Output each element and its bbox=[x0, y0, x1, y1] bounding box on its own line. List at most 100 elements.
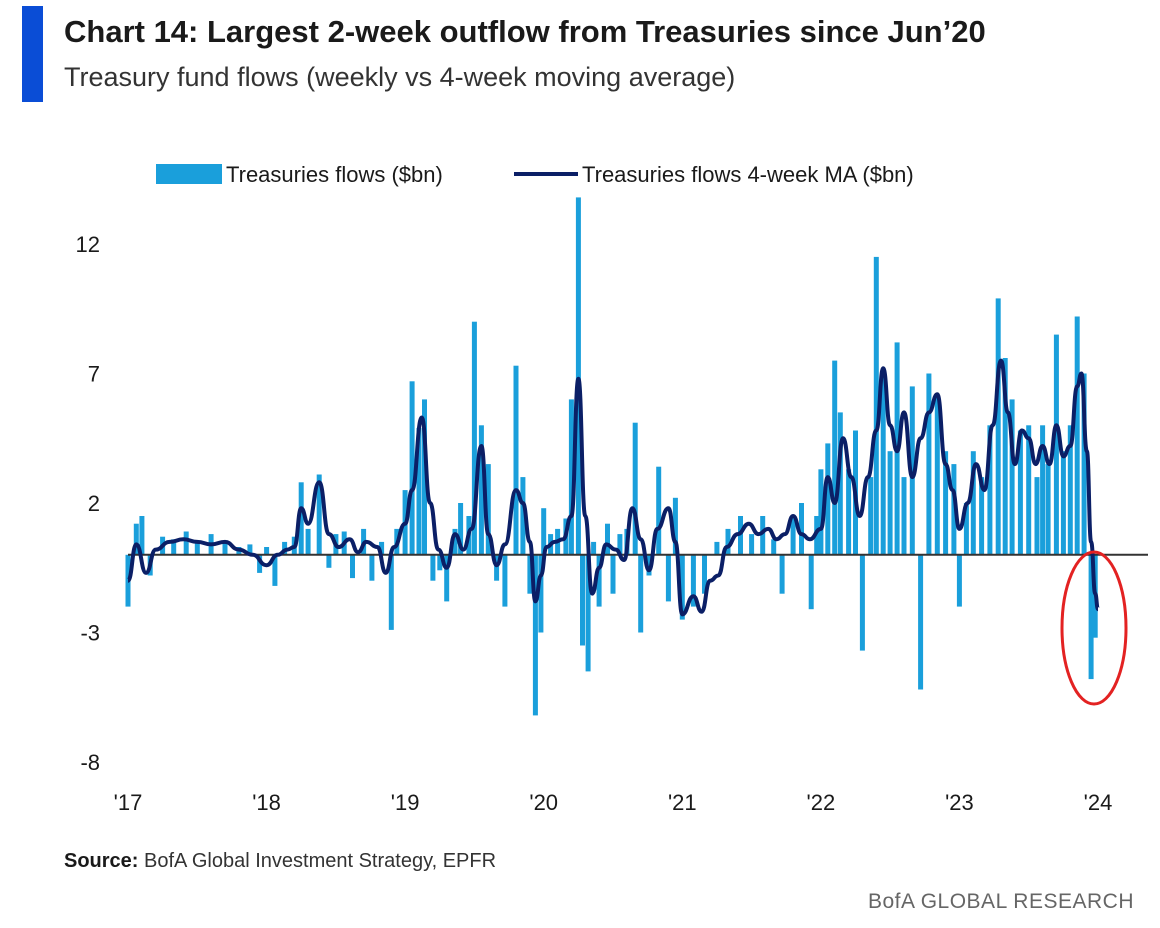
flow-bar-30 bbox=[409, 381, 415, 555]
y-tick-label: 12 bbox=[76, 232, 100, 257]
flow-bar-6 bbox=[183, 531, 189, 555]
flow-bar-63 bbox=[632, 422, 638, 555]
flow-bar-90 bbox=[868, 477, 874, 555]
flow-bar-31 bbox=[416, 427, 422, 555]
flow-bar-119 bbox=[1081, 373, 1087, 555]
flow-bar-115 bbox=[1053, 334, 1059, 555]
flow-bar-20 bbox=[326, 554, 332, 568]
flow-bar-43 bbox=[502, 554, 508, 607]
y-tick-label: 7 bbox=[88, 362, 100, 387]
x-tick-label: '23 bbox=[945, 790, 974, 815]
flow-bar-9 bbox=[222, 541, 228, 555]
flow-bar-73 bbox=[725, 528, 731, 555]
flow-bar-66 bbox=[656, 466, 662, 555]
flow-bar-109 bbox=[1009, 399, 1015, 555]
highlight-circle bbox=[1060, 550, 1128, 706]
flow-bar-5 bbox=[171, 539, 177, 555]
flow-bar-57 bbox=[591, 541, 597, 555]
flow-bar-76 bbox=[760, 516, 766, 555]
flow-bar-86 bbox=[837, 412, 843, 555]
ma-line bbox=[126, 358, 1100, 617]
flow-bar-1 bbox=[133, 523, 139, 555]
flow-bar-112 bbox=[1034, 477, 1040, 555]
flow-bar-18 bbox=[305, 528, 311, 555]
flow-bar-2 bbox=[139, 516, 145, 555]
legend: Treasuries flows ($bn) Treasuries flows … bbox=[156, 162, 914, 187]
flow-bar-93 bbox=[887, 451, 893, 555]
chart-subtitle: Treasury fund flows (weekly vs 4-week mo… bbox=[64, 62, 736, 92]
flow-bar-59 bbox=[605, 523, 610, 555]
chart-area: Treasuries flows ($bn) Treasuries flows … bbox=[76, 162, 1148, 815]
flow-bar-68 bbox=[672, 497, 678, 555]
flow-bar-53 bbox=[568, 399, 574, 555]
flow-bar-78 bbox=[779, 554, 785, 594]
flow-bar-58 bbox=[596, 554, 602, 607]
flow-bar-80 bbox=[799, 503, 804, 555]
flow-bar-36 bbox=[452, 528, 458, 555]
flow-bar-11 bbox=[247, 544, 253, 555]
y-tick-label: -8 bbox=[80, 750, 100, 775]
flow-bar-49 bbox=[541, 508, 547, 555]
flow-bar-44 bbox=[513, 365, 519, 555]
flow-bar-13 bbox=[264, 547, 270, 555]
flow-bar-40 bbox=[478, 425, 484, 555]
flow-bar-25 bbox=[369, 554, 375, 581]
flow-bar-37 bbox=[458, 503, 464, 555]
x-tick-label: '21 bbox=[668, 790, 697, 815]
flow-bar-102 bbox=[956, 554, 962, 607]
flow-bar-113 bbox=[1040, 425, 1046, 555]
flow-bar-96 bbox=[909, 386, 915, 555]
flow-bar-81 bbox=[808, 554, 814, 610]
source-note: Source: BofA Global Investment Strategy,… bbox=[64, 850, 496, 873]
flow-bar-47 bbox=[532, 554, 538, 716]
flow-bar-71 bbox=[702, 554, 707, 594]
flow-bar-110 bbox=[1017, 430, 1023, 555]
flow-bar-27 bbox=[388, 554, 394, 630]
flow-bar-105 bbox=[979, 477, 985, 555]
flow-bar-104 bbox=[970, 451, 976, 555]
flow-bar-34 bbox=[437, 554, 443, 571]
flow-bar-14 bbox=[272, 554, 278, 586]
legend-swatch-bars bbox=[156, 164, 222, 184]
flow-bar-46 bbox=[527, 554, 533, 594]
branding-text: BofA GLOBAL RESEARCH bbox=[868, 890, 1134, 913]
flow-bar-12 bbox=[257, 554, 263, 573]
legend-label-line: Treasuries flows 4-week MA ($bn) bbox=[582, 162, 914, 187]
flow-bar-106 bbox=[987, 425, 993, 555]
y-axis-ticks: 12 7 2 -3 -8 bbox=[76, 232, 100, 775]
flow-bar-83 bbox=[818, 469, 824, 555]
flow-bar-32 bbox=[422, 399, 427, 555]
x-tick-label: '20 bbox=[529, 790, 558, 815]
flow-bar-117 bbox=[1067, 425, 1073, 555]
flow-bar-48 bbox=[538, 554, 544, 633]
flow-bar-84 bbox=[825, 443, 831, 555]
flow-bar-45 bbox=[520, 477, 526, 555]
flow-bar-72 bbox=[714, 541, 720, 555]
flow-bar-69 bbox=[679, 554, 685, 620]
flow-bar-79 bbox=[790, 516, 796, 555]
flow-bar-41 bbox=[485, 464, 491, 555]
flow-bar-7 bbox=[194, 541, 200, 555]
flow-bar-89 bbox=[859, 554, 865, 651]
flow-bar-98 bbox=[926, 373, 932, 555]
flow-bar-65 bbox=[646, 554, 652, 576]
flow-bar-87 bbox=[846, 469, 852, 555]
flow-bar-114 bbox=[1045, 464, 1051, 555]
flow-bar-60 bbox=[610, 554, 616, 594]
flow-bar-85 bbox=[832, 360, 838, 555]
flow-bar-23 bbox=[350, 554, 355, 579]
flow-bar-55 bbox=[580, 554, 585, 646]
x-tick-label: '18 bbox=[252, 790, 281, 815]
flow-bar-101 bbox=[951, 464, 957, 555]
flow-bar-35 bbox=[444, 554, 450, 602]
flow-bar-111 bbox=[1026, 425, 1032, 555]
flow-bar-70 bbox=[690, 554, 696, 607]
flow-bar-120 bbox=[1088, 554, 1094, 680]
flow-bar-75 bbox=[749, 534, 755, 555]
chart-title: Chart 14: Largest 2-week outflow from Tr… bbox=[64, 14, 986, 49]
flow-bar-74 bbox=[738, 516, 743, 555]
flow-bar-33 bbox=[430, 554, 436, 581]
x-tick-label: '19 bbox=[391, 790, 420, 815]
x-tick-label: '17 bbox=[114, 790, 143, 815]
source-label: Source: bbox=[64, 850, 139, 872]
